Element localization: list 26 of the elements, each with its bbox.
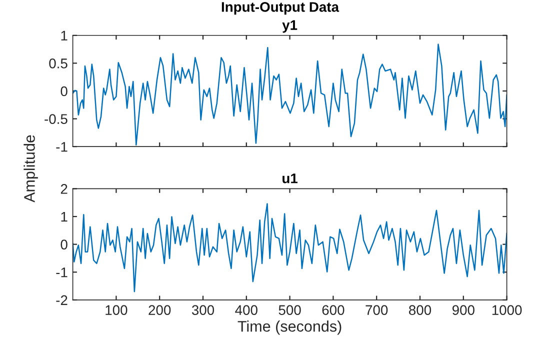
x-tick-label: 1000 (492, 305, 522, 315)
y-tick-label: -1 (56, 142, 68, 152)
y-tick-label: 0.5 (49, 58, 68, 68)
y-tick-label: 2 (60, 184, 68, 194)
x-tick-label: 400 (235, 305, 258, 315)
x-tick-label: 500 (278, 305, 301, 315)
x-tick-label: 200 (148, 305, 171, 315)
chart-subtitle: u1 (282, 174, 298, 184)
y-tick-label: -2 (56, 295, 68, 305)
x-tick-label: 800 (409, 305, 432, 315)
y-axis-title: Amplitude (24, 135, 38, 202)
x-tick-label: 700 (366, 305, 388, 315)
chart-title: Input-Output Data (222, 2, 340, 15)
x-tick-label: 600 (322, 305, 344, 315)
y-tick-label: 1 (61, 212, 68, 222)
x-tick-label: 300 (192, 305, 214, 315)
x-axis-title: Time (seconds) (238, 320, 342, 335)
y-tick-label: 1 (61, 30, 68, 40)
x-tick-label: 100 (106, 305, 128, 315)
y-tick-label: -0.5 (44, 114, 68, 124)
y-tick-label: 0 (60, 86, 68, 96)
y-tick-label: -1 (56, 268, 68, 278)
line-series (72, 203, 507, 292)
y-tick-label: 0 (60, 240, 68, 250)
x-tick-label: 900 (452, 305, 474, 315)
chart-subtitle: y1 (282, 20, 298, 33)
